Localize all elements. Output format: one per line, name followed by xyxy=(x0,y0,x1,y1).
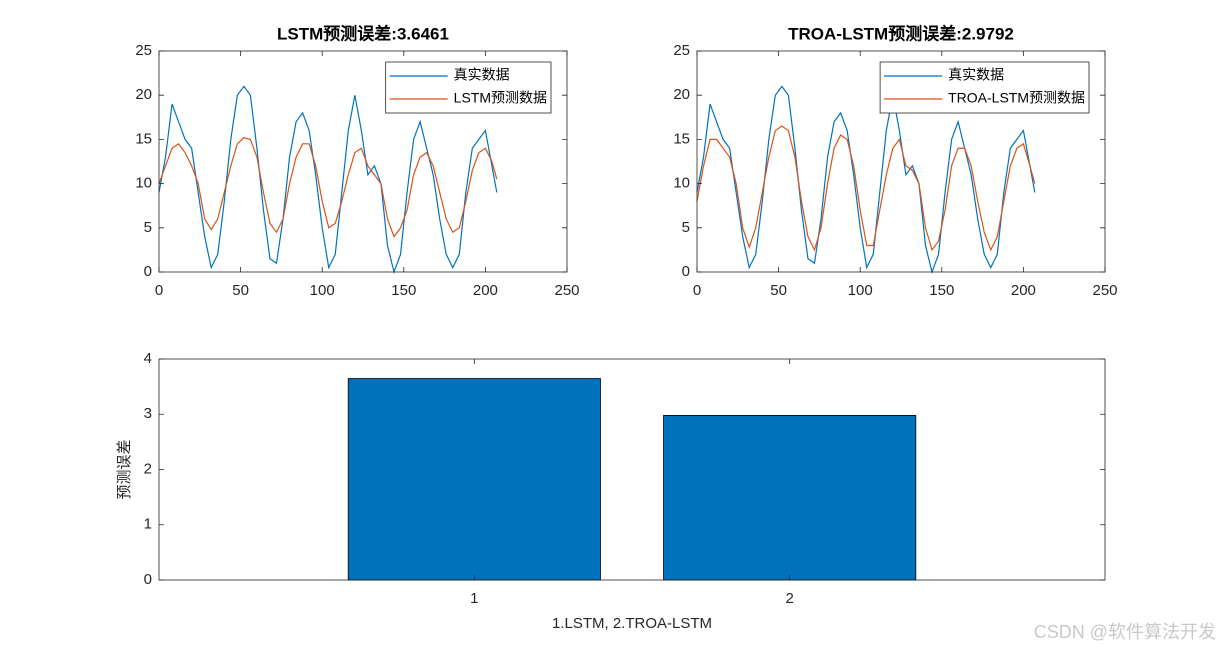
legend-box xyxy=(385,61,552,114)
plot-area xyxy=(159,359,1105,580)
y-tick-label: 5 xyxy=(682,219,690,236)
legend: 真实数据 TROA-LSTM预测数据 xyxy=(879,61,1090,114)
y-axis-label: 预测误差 xyxy=(116,439,133,499)
x-tick-label: 100 xyxy=(310,282,335,299)
y-tick-label: 0 xyxy=(682,263,690,280)
y-tick-label: 25 xyxy=(135,42,152,59)
x-tick-label: 1 xyxy=(470,590,478,607)
legend-box xyxy=(879,61,1090,114)
y-tick-label: 5 xyxy=(144,219,152,236)
x-tick-label: 2 xyxy=(785,590,793,607)
legend-label: TROA-LSTM预测数据 xyxy=(948,90,1085,106)
data-line xyxy=(158,136,498,238)
chart-title: LSTM预测误差:3.6461 xyxy=(277,23,449,43)
y-tick-label: 15 xyxy=(135,130,152,147)
x-tick-label: 100 xyxy=(848,282,873,299)
data-line xyxy=(696,125,1036,252)
x-tick-label: 250 xyxy=(1092,282,1117,299)
y-tick-label: 15 xyxy=(673,130,690,147)
y-tick-label: 2 xyxy=(144,460,152,477)
y-tick-label: 4 xyxy=(144,350,152,367)
x-tick-label: 50 xyxy=(232,282,249,299)
x-tick-label: 50 xyxy=(770,282,787,299)
y-tick-label: 0 xyxy=(144,571,152,588)
legend-label: 真实数据 xyxy=(948,67,1004,83)
axes-box xyxy=(158,50,568,273)
x-tick-label: 0 xyxy=(693,282,701,299)
legend-label: LSTM预测数据 xyxy=(454,90,547,106)
x-tick-label: 150 xyxy=(929,282,954,299)
y-tick-label: 20 xyxy=(135,86,152,103)
y-tick-label: 25 xyxy=(673,42,690,59)
data-line xyxy=(158,85,498,275)
x-tick-label: 200 xyxy=(1011,282,1036,299)
legend: 真实数据 LSTM预测数据 xyxy=(385,61,552,114)
y-tick-label: 10 xyxy=(673,175,690,192)
x-tick-label: 200 xyxy=(473,282,498,299)
x-tick-label: 250 xyxy=(554,282,579,299)
chart-title: TROA-LSTM预测误差:2.9792 xyxy=(788,23,1014,43)
watermark: CSDN @软件算法开发 xyxy=(1034,622,1216,642)
x-axis-label: 1.LSTM, 2.TROA-LSTM xyxy=(552,615,712,632)
y-tick-label: 0 xyxy=(144,263,152,280)
y-tick-label: 10 xyxy=(135,175,152,192)
x-tick-label: 150 xyxy=(391,282,416,299)
y-tick-label: 3 xyxy=(144,405,152,422)
axes-box xyxy=(696,50,1106,273)
y-tick-label: 20 xyxy=(673,86,690,103)
y-tick-label: 1 xyxy=(144,516,152,533)
x-tick-label: 0 xyxy=(155,282,163,299)
data-line xyxy=(696,85,1036,275)
bar xyxy=(347,378,601,581)
legend-label: 真实数据 xyxy=(454,67,510,83)
bar xyxy=(663,414,917,581)
